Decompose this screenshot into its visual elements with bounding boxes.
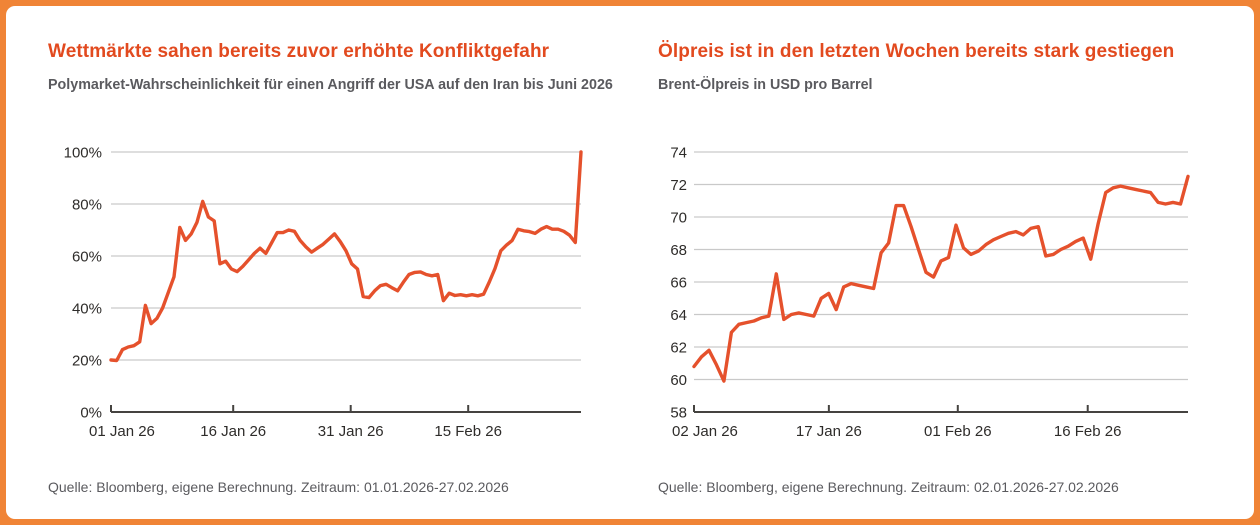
- y-axis-tick-label: 68: [670, 242, 687, 259]
- y-axis-tick-label: 60: [670, 372, 687, 389]
- page-frame: Wettmärkte sahen bereits zuvor erhöhte K…: [6, 6, 1254, 519]
- x-axis-tick-label: 02 Jan 26: [672, 423, 738, 440]
- y-axis-tick-label: 100%: [64, 145, 102, 162]
- y-axis-tick-label: 80%: [72, 197, 102, 214]
- x-axis-tick-label: 31 Jan 26: [318, 423, 384, 440]
- data-series-line: [692, 174, 1190, 383]
- y-axis-tick-label: 62: [670, 340, 687, 357]
- y-axis-tick-label: 74: [670, 145, 687, 162]
- y-axis-tick-label: 72: [670, 177, 687, 194]
- right-chart-subtitle: Brent-Ölpreis in USD pro Barrel: [658, 77, 873, 93]
- left-chart-subtitle: Polymarket-Wahrscheinlichkeit für einen …: [48, 77, 613, 93]
- x-axis-tick-label: 17 Jan 26: [796, 423, 862, 440]
- y-axis-tick-label: 58: [670, 405, 687, 422]
- data-series-line: [109, 150, 583, 363]
- brent-line-chart: 58 60 62 64 66 68 70 72 74 02 Jan 26 17 Jan 26 01 F…: [670, 145, 1190, 440]
- y-axis-tick-label: 60%: [72, 249, 102, 266]
- y-axis-tick-label: 40%: [72, 301, 102, 318]
- y-axis-tick-label: 0%: [80, 405, 102, 422]
- right-chart-title: Ölpreis ist in den letzten Wochen bereit…: [658, 41, 1175, 62]
- x-axis-tick-label: 16 Jan 26: [200, 423, 266, 440]
- x-axis-tick-label: 16 Feb 26: [1054, 423, 1122, 440]
- left-chart-title: Wettmärkte sahen bereits zuvor erhöhte K…: [48, 41, 550, 62]
- y-axis-tick-label: 66: [670, 275, 687, 292]
- y-axis-tick-label: 70: [670, 210, 687, 227]
- y-axis-tick-label: 20%: [72, 353, 102, 370]
- y-axis-tick-label: 64: [670, 307, 687, 324]
- polymarket-line-chart: 0% 20% 40% 60% 80% 100% 01 Jan 26 16 Jan 26 31 J…: [64, 145, 583, 440]
- x-axis-tick-label: 15 Feb 26: [434, 423, 502, 440]
- right-chart-source: Quelle: Bloomberg, eigene Berechnung. Ze…: [658, 479, 1119, 495]
- x-axis-tick-label: 01 Jan 26: [89, 423, 155, 440]
- x-axis-tick-label: 01 Feb 26: [924, 423, 992, 440]
- left-chart-source: Quelle: Bloomberg, eigene Berechnung. Ze…: [48, 479, 509, 495]
